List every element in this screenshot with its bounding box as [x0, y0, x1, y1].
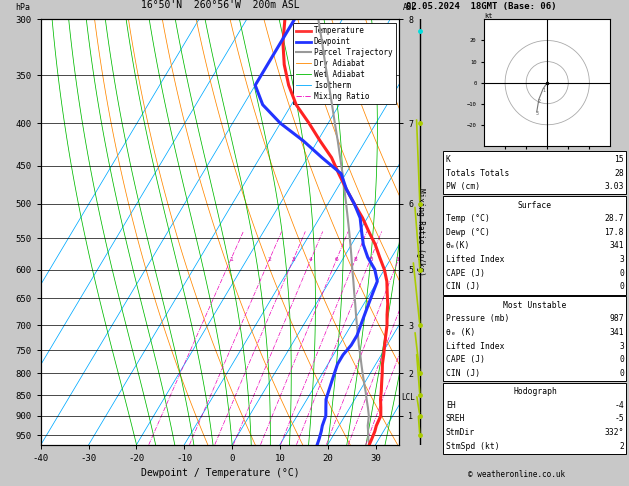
Text: 0: 0 [619, 369, 624, 378]
Text: 16°50'N  260°56'W  200m ASL: 16°50'N 260°56'W 200m ASL [141, 0, 299, 10]
Text: CAPE (J): CAPE (J) [446, 269, 485, 278]
Text: 2: 2 [538, 99, 541, 104]
Text: 6: 6 [335, 257, 338, 261]
Text: CIN (J): CIN (J) [446, 282, 480, 291]
Text: θₑ (K): θₑ (K) [446, 328, 476, 337]
Y-axis label: Mixing Ratio (g/kg): Mixing Ratio (g/kg) [416, 188, 425, 276]
Text: StmSpd (kt): StmSpd (kt) [446, 442, 499, 451]
Text: kt: kt [484, 13, 493, 19]
Text: -5: -5 [614, 415, 624, 423]
Text: 3: 3 [619, 342, 624, 350]
Text: Dewp (°C): Dewp (°C) [446, 228, 490, 237]
Text: 3.03: 3.03 [604, 182, 624, 191]
Text: PW (cm): PW (cm) [446, 182, 480, 191]
Text: 1: 1 [542, 88, 545, 93]
Text: -4: -4 [614, 401, 624, 410]
Text: 8: 8 [353, 257, 357, 261]
Text: 10: 10 [367, 257, 374, 261]
Text: 02.05.2024  18GMT (Base: 06): 02.05.2024 18GMT (Base: 06) [406, 2, 556, 11]
Text: SREH: SREH [446, 415, 465, 423]
Text: StmDir: StmDir [446, 428, 476, 437]
Text: 3: 3 [536, 111, 538, 116]
Text: 3: 3 [619, 255, 624, 264]
Text: K: K [446, 155, 451, 164]
Text: 3: 3 [292, 257, 296, 261]
Text: Pressure (mb): Pressure (mb) [446, 314, 509, 323]
Text: 4: 4 [309, 257, 313, 261]
Text: 28.7: 28.7 [604, 214, 624, 223]
Text: 28: 28 [614, 169, 624, 177]
Text: Lifted Index: Lifted Index [446, 255, 504, 264]
Text: 341: 341 [610, 328, 624, 337]
Text: 2: 2 [268, 257, 272, 261]
Text: 15: 15 [395, 257, 403, 261]
Text: Surface: Surface [518, 201, 552, 209]
Text: Lifted Index: Lifted Index [446, 342, 504, 350]
Text: EH: EH [446, 401, 456, 410]
Text: 2: 2 [619, 442, 624, 451]
Text: 0: 0 [619, 269, 624, 278]
Text: © weatheronline.co.uk: © weatheronline.co.uk [468, 469, 565, 479]
Text: 15: 15 [614, 155, 624, 164]
Legend: Temperature, Dewpoint, Parcel Trajectory, Dry Adiabat, Wet Adiabat, Isotherm, Mi: Temperature, Dewpoint, Parcel Trajectory… [292, 23, 396, 104]
Text: 0: 0 [619, 355, 624, 364]
Text: Hodograph: Hodograph [513, 387, 557, 396]
Text: Totals Totals: Totals Totals [446, 169, 509, 177]
Text: km
ASL: km ASL [403, 0, 416, 12]
Text: 0: 0 [619, 282, 624, 291]
Text: Most Unstable: Most Unstable [503, 301, 567, 310]
Text: 341: 341 [610, 242, 624, 250]
Text: LCL: LCL [401, 393, 415, 402]
Text: CIN (J): CIN (J) [446, 369, 480, 378]
Text: 1: 1 [229, 257, 233, 261]
Text: 987: 987 [610, 314, 624, 323]
Text: Temp (°C): Temp (°C) [446, 214, 490, 223]
X-axis label: Dewpoint / Temperature (°C): Dewpoint / Temperature (°C) [141, 469, 299, 478]
Text: 17.8: 17.8 [604, 228, 624, 237]
Text: 332°: 332° [604, 428, 624, 437]
Text: hPa: hPa [16, 3, 31, 12]
Text: θₑ(K): θₑ(K) [446, 242, 470, 250]
Text: CAPE (J): CAPE (J) [446, 355, 485, 364]
